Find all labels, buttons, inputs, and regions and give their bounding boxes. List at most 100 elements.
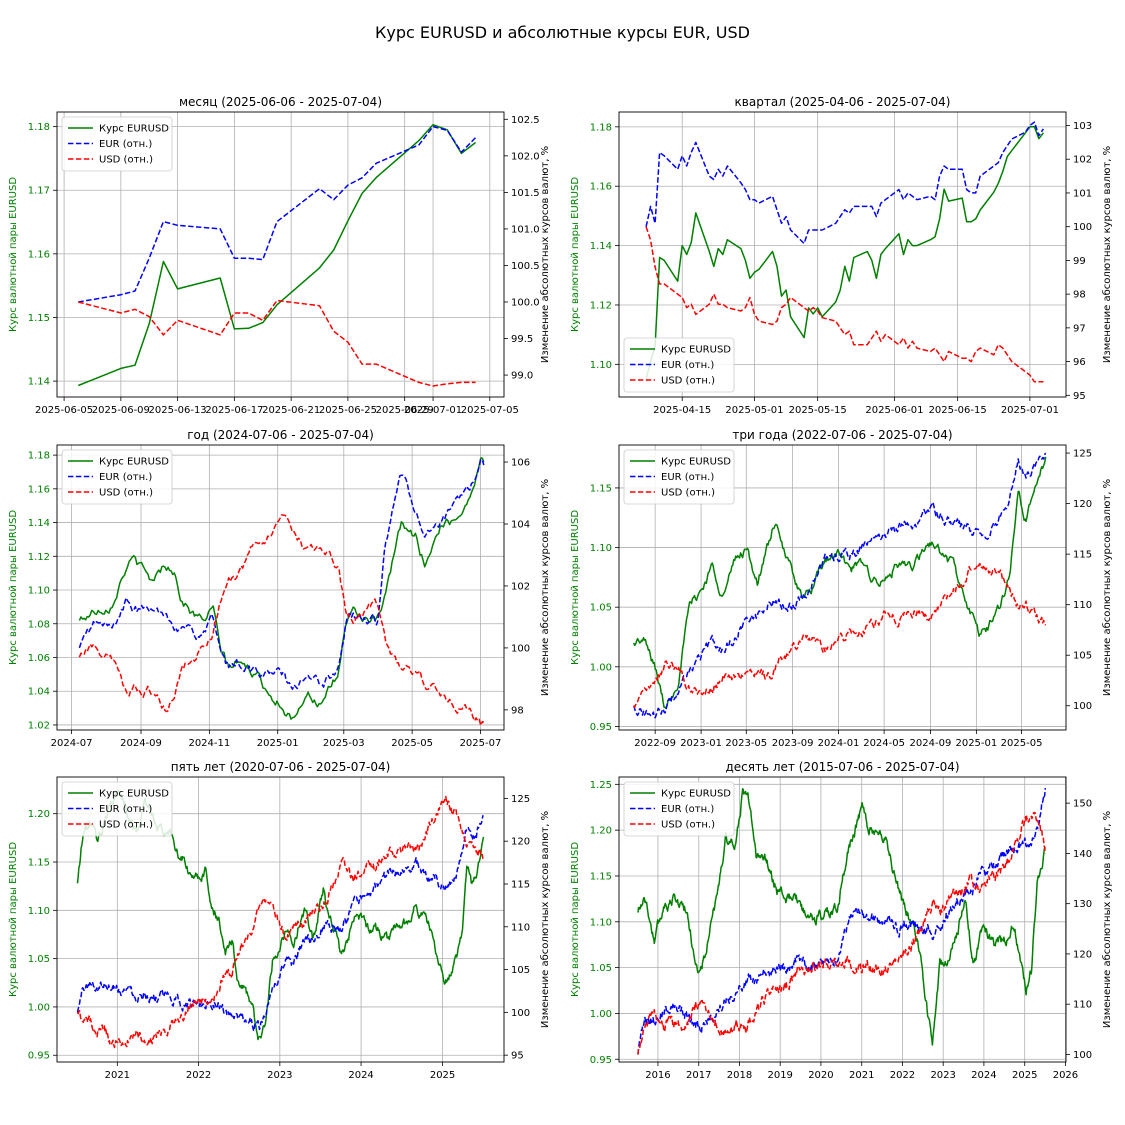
y-tick-label: 1.10 [28, 906, 50, 917]
y2-tick-label: 106 [511, 458, 530, 469]
y2-tick-label: 102 [511, 581, 530, 592]
y2-tick-label: 105 [1073, 651, 1092, 662]
y2-axis-label: Изменение абсолютных курсов валют, % [1102, 811, 1113, 1028]
y-tick-label: 1.05 [590, 963, 612, 974]
x-tick-label: 2023 [930, 1070, 955, 1081]
chart-title: три года (2022-07-06 - 2025-07-04) [732, 428, 952, 442]
x-tick-label: 2026 [1053, 1070, 1078, 1081]
x-tick-label: 2025-06-25 [319, 405, 377, 416]
legend: Курс EURUSD EUR (отн.) USD (отн.) [623, 449, 735, 505]
y2-tick-label: 115 [511, 879, 530, 890]
y-tick-label: 1.14 [590, 241, 612, 252]
y-tick-label: 1.20 [590, 826, 612, 837]
y2-tick-label: 102.0 [511, 151, 540, 162]
y2-tick-label: 120 [1073, 499, 1092, 510]
legend-box [61, 449, 173, 505]
y-tick-label: 1.12 [28, 552, 50, 563]
y2-tick-label: 110 [511, 922, 530, 933]
x-tick-label: 2024-05 [863, 738, 905, 749]
y-tick-label: 1.17 [28, 186, 50, 197]
legend-label: Курс EURUSD [99, 789, 169, 800]
x-tick-label: 2025-03 [323, 738, 365, 749]
y-tick-label: 1.20 [28, 809, 50, 820]
series-lines [632, 452, 1047, 719]
legend-label: Курс EURUSD [661, 345, 731, 356]
x-tick-label: 2025-05-01 [725, 405, 783, 416]
y2-tick-label: 100 [1073, 1050, 1092, 1061]
x-tick-label: 2018 [727, 1070, 752, 1081]
x-tick-label: 2024 [971, 1070, 996, 1081]
legend-label: USD (отн.) [99, 155, 153, 166]
plot-frame [618, 111, 1067, 398]
y-tick-label: 1.00 [590, 662, 612, 673]
y2-tick-label: 140 [1073, 849, 1092, 860]
chart-panel: 2025-04-15 2025-05-01 2025-05-15 2025-06-01… [570, 95, 1113, 416]
plot-frame [618, 776, 1067, 1063]
y2-tick-label: 110 [1073, 1000, 1092, 1011]
y-tick-label: 1.10 [590, 360, 612, 371]
y-tick-label: 1.00 [590, 1009, 612, 1020]
y2-tick-label: 101.5 [511, 188, 540, 199]
y2-tick-label: 98 [511, 705, 524, 716]
y-tick-label: 0.95 [590, 722, 612, 733]
x-tick-label: 2025-04-15 [653, 405, 711, 416]
x-tick-label: 2025-05 [391, 738, 433, 749]
legend-label: EUR (отн.) [661, 804, 714, 815]
series-line-usd [78, 299, 476, 387]
chart-panel: 2025-06-052025-06-092025-06-132025-06-17… [8, 95, 551, 416]
x-tick-label: 2024-07 [51, 738, 93, 749]
x-tick-label: 2023 [267, 1070, 292, 1081]
x-tick-label: 2025 [1012, 1070, 1037, 1081]
x-tick-label: 2024-01 [818, 738, 860, 749]
y-tick-label: 1.14 [28, 377, 50, 388]
y-tick-label: 1.00 [28, 1002, 50, 1013]
legend: Курс EURUSD EUR (отн.) USD (отн.) [61, 781, 173, 837]
legend-box [623, 337, 735, 393]
x-tick-label: 2016 [645, 1070, 670, 1081]
y-axis-label: Курс валютной пары EURUSD [570, 510, 581, 665]
y2-tick-label: 125 [511, 794, 530, 805]
legend-label: USD (отн.) [99, 820, 153, 831]
x-tick-label: 2024-11 [188, 738, 230, 749]
series-line-eurusd [633, 456, 1047, 710]
y-tick-label: 1.14 [28, 518, 50, 529]
y2-tick-label: 99 [1073, 256, 1086, 267]
y2-tick-label: 110 [1073, 600, 1092, 611]
series-line-eur [632, 452, 1047, 719]
x-tick-label: 2019 [767, 1070, 792, 1081]
chart-title: месяц (2025-06-06 - 2025-07-04) [179, 95, 382, 109]
y2-tick-label: 100 [1073, 701, 1092, 712]
legend-label: EUR (отн.) [661, 472, 714, 483]
y-tick-label: 1.05 [28, 954, 50, 965]
x-tick-label: 2021 [849, 1070, 874, 1081]
y-axis-label: Курс валютной пары EURUSD [8, 510, 19, 665]
x-tick-label: 2017 [686, 1070, 711, 1081]
x-tick-label: 2022-09 [634, 738, 676, 749]
legend-label: USD (отн.) [661, 820, 715, 831]
chart-panel: 2024-07 2024-09 2024-11 2025-01 2025-03 2025-… [8, 428, 551, 749]
y2-axis-label: Изменение абсолютных курсов валют, % [540, 479, 551, 696]
y-tick-label: 1.16 [28, 484, 50, 495]
y-tick-label: 1.16 [590, 182, 612, 193]
series-lines [78, 457, 485, 727]
legend-label: EUR (отн.) [99, 804, 152, 815]
legend-box [61, 781, 173, 837]
chart-title: квартал (2025-04-06 - 2025-07-04) [735, 95, 951, 109]
legend-label: EUR (отн.) [99, 139, 152, 150]
plot-frame [56, 444, 505, 731]
y-tick-label: 1.15 [28, 313, 50, 324]
legend-label: USD (отн.) [99, 488, 153, 499]
y2-axis-label: Изменение абсолютных курсов валют, % [540, 811, 551, 1028]
y2-tick-label: 102.5 [511, 115, 540, 126]
legend-box [623, 781, 735, 837]
y-tick-label: 1.10 [28, 586, 50, 597]
y2-tick-label: 120 [1073, 949, 1092, 960]
series-line-eur [645, 121, 1045, 245]
y-axis-label: Курс валютной пары EURUSD [570, 177, 581, 332]
y2-tick-label: 100 [1073, 222, 1092, 233]
x-tick-label: 2025-06-29 [376, 405, 434, 416]
y2-axis-label: Изменение абсолютных курсов валют, % [1102, 146, 1113, 363]
y2-tick-label: 102 [1073, 155, 1092, 166]
y-tick-label: 1.10 [590, 917, 612, 928]
